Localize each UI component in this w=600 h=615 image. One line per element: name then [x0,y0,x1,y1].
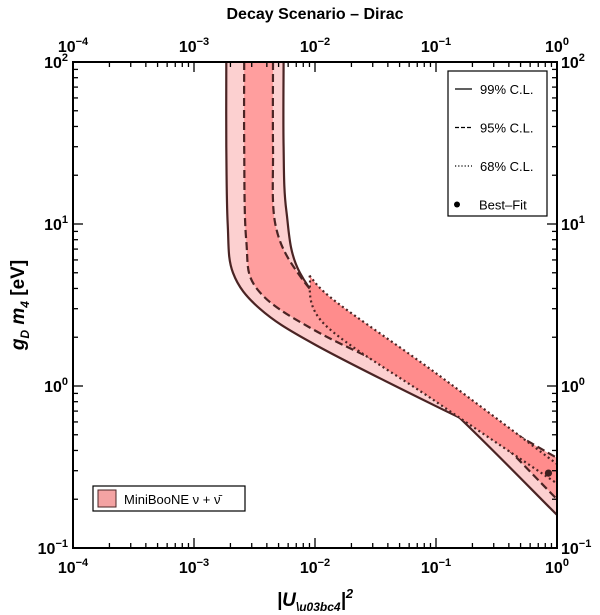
x-tick-label-top: 10−3 [179,36,209,56]
x-tick-label-bottom: 10−4 [58,557,89,577]
x-tick-label-bottom: 10−3 [179,557,209,577]
cl-legend: 99% C.L. 95% C.L. 68% C.L. Best–Fit [447,70,548,217]
dataset-legend-swatch [97,489,117,508]
legend-entry-label: 95% C.L. [480,121,533,136]
contour-lower-95-c-l- [271,62,557,500]
x-tick-label-top: 100 [545,36,569,56]
legend-entry-label: 99% C.L. [480,82,533,97]
contour-lower-68-c-l- [308,275,557,485]
y-axis-label: gD m4 [eV] [8,260,32,351]
legend-entry-label: Best–Fit [479,198,527,213]
contour-upper-68-c-l- [308,274,557,465]
dataset-legend-label: MiniBooNE ν + ν̄ [124,492,222,507]
axis-tick-labels: 10−410−410−310−310−210−210−110−110010010… [38,36,592,577]
contour-upper-99-c-l- [225,62,557,465]
legend-swatch-point [454,201,460,208]
x-tick-label-bottom: 10−1 [421,557,451,577]
x-tick-label-top: 10−2 [300,36,330,56]
y-tick-label-left: 101 [44,214,68,234]
axis-ticks [72,62,557,549]
x-axis-label: |U\u03bc4|2 [277,586,354,614]
x-tick-label-bottom: 10−2 [300,557,330,577]
y-tick-label-left: 100 [44,376,68,396]
best-fit-layer [544,469,553,477]
best-fit-point [544,469,553,477]
y-tick-label-right: 101 [561,214,585,234]
x-tick-label-top: 10−4 [58,36,89,56]
y-tick-label-right: 102 [561,52,585,72]
legend-entry-label: 68% C.L. [480,159,533,174]
y-tick-label-right: 10−1 [561,538,591,558]
region-fill-68-c-l- [309,275,557,484]
dataset-legend-box [92,485,246,512]
y-tick-label-left: 102 [44,52,68,72]
dataset-legend: MiniBooNE ν + ν̄ [92,485,246,512]
y-tick-label-right: 100 [561,376,585,396]
cl-legend-box [447,70,548,217]
chart-title: Decay Scenario – Dirac [227,6,404,23]
x-tick-label-top: 10−1 [421,36,451,56]
confidence-regions [225,62,557,516]
y-tick-label-left: 10−1 [38,538,68,558]
x-tick-label-bottom: 100 [545,557,569,577]
